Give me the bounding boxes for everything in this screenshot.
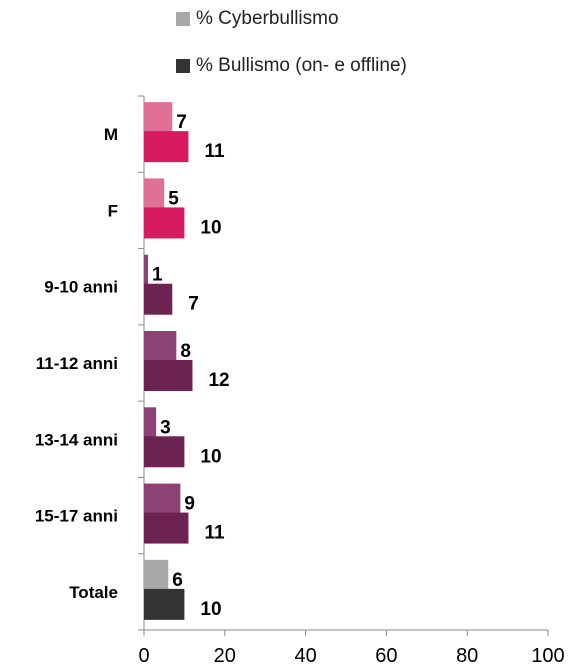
data-label-bullismo: 10	[200, 217, 221, 238]
bar-cyberbullismo	[144, 178, 165, 210]
x-tick-label: 100	[531, 645, 564, 667]
bar-bullismo	[144, 207, 185, 239]
bar-cyberbullismo	[144, 483, 181, 515]
category-label: 11-12 anni	[36, 354, 118, 373]
bar-cyberbullismo	[144, 559, 169, 591]
data-label-cyberbullismo: 5	[168, 188, 179, 209]
bar-bullismo	[144, 436, 185, 468]
legend-swatch-bullismo	[176, 59, 190, 73]
bar-bullismo	[144, 512, 189, 544]
x-tick-label: 0	[138, 645, 149, 667]
legend-item-bullismo: % Bullismo (on- e offline)	[176, 55, 407, 77]
bar-cyberbullismo	[144, 102, 173, 134]
category-label: 15-17 anni	[35, 507, 118, 526]
data-label-bullismo: 11	[204, 523, 225, 544]
bar-bullismo	[144, 283, 173, 315]
bar-cyberbullismo	[144, 254, 149, 286]
data-label-bullismo: 7	[188, 294, 199, 315]
category-label: F	[108, 201, 118, 220]
data-label-cyberbullismo: 9	[184, 494, 195, 515]
data-label-bullismo: 10	[200, 446, 221, 467]
data-label-cyberbullismo: 6	[172, 570, 183, 591]
data-label-bullismo: 11	[204, 141, 225, 162]
category-label: 9-10 anni	[44, 278, 118, 297]
x-tick-label: 40	[294, 645, 316, 667]
category-label: Totale	[69, 583, 118, 602]
bar-bullismo	[144, 588, 185, 620]
legend-swatch-cyberbullismo	[176, 12, 190, 26]
legend-label-bullismo: % Bullismo (on- e offline)	[196, 55, 407, 76]
x-tick-label: 60	[375, 645, 397, 667]
bar-cyberbullismo	[144, 407, 157, 439]
data-label-cyberbullismo: 1	[152, 265, 163, 286]
data-label-bullismo: 10	[200, 599, 221, 620]
category-label: M	[104, 125, 118, 144]
data-label-bullismo: 12	[208, 370, 229, 391]
bar-bullismo	[144, 360, 193, 391]
data-label-cyberbullismo: 8	[180, 341, 191, 362]
bar-bullismo	[144, 131, 189, 163]
legend-label-cyberbullismo: % Cyberbullismo	[196, 8, 339, 29]
bar-cyberbullismo	[144, 331, 177, 362]
x-tick-label: 20	[214, 645, 236, 667]
data-label-cyberbullismo: 7	[176, 112, 187, 133]
category-label: 13-14 anni	[35, 430, 118, 449]
x-tick-label: 80	[456, 645, 478, 667]
data-label-cyberbullismo: 3	[160, 417, 171, 438]
legend-item-cyberbullismo: % Cyberbullismo	[176, 8, 339, 30]
